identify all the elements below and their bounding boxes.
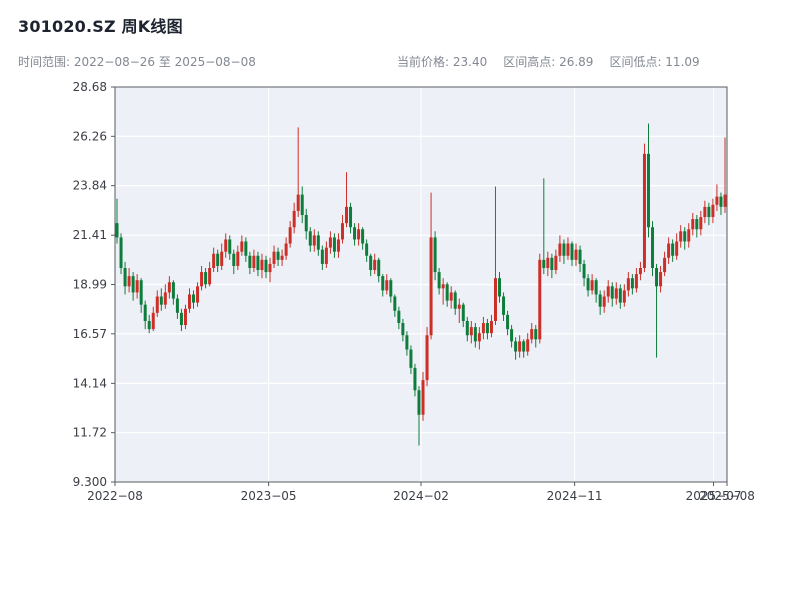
svg-text:2025−08: 2025−08 bbox=[699, 489, 755, 503]
svg-text:23.84: 23.84 bbox=[73, 179, 107, 193]
svg-text:2023−05: 2023−05 bbox=[241, 489, 297, 503]
svg-text:26.26: 26.26 bbox=[73, 129, 107, 143]
price-stats: 当前价格: 23.40 区间高点: 26.89 区间低点: 11.09 bbox=[397, 53, 700, 70]
svg-text:2024−02: 2024−02 bbox=[393, 489, 449, 503]
svg-text:14.14: 14.14 bbox=[73, 376, 107, 390]
svg-text:28.68: 28.68 bbox=[73, 80, 107, 94]
svg-text:2024−11: 2024−11 bbox=[547, 489, 603, 503]
current-price-label: 当前价格: 23.40 bbox=[397, 55, 488, 69]
svg-text:2025−07: 2025−07 bbox=[686, 489, 742, 503]
svg-text:21.41: 21.41 bbox=[73, 228, 107, 242]
svg-text:11.72: 11.72 bbox=[73, 426, 107, 440]
svg-text:16.57: 16.57 bbox=[73, 327, 107, 341]
range-high-label: 区间高点: 26.89 bbox=[503, 55, 594, 69]
date-range-label: 时间范围: 2022−08−26 至 2025−08−08 bbox=[18, 55, 256, 69]
page-title: 301020.SZ 周K线图 bbox=[18, 17, 183, 36]
svg-text:18.99: 18.99 bbox=[73, 278, 107, 292]
svg-text:9.300: 9.300 bbox=[73, 475, 107, 489]
range-low-label: 区间低点: 11.09 bbox=[609, 55, 700, 69]
svg-text:2022−08: 2022−08 bbox=[87, 489, 143, 503]
